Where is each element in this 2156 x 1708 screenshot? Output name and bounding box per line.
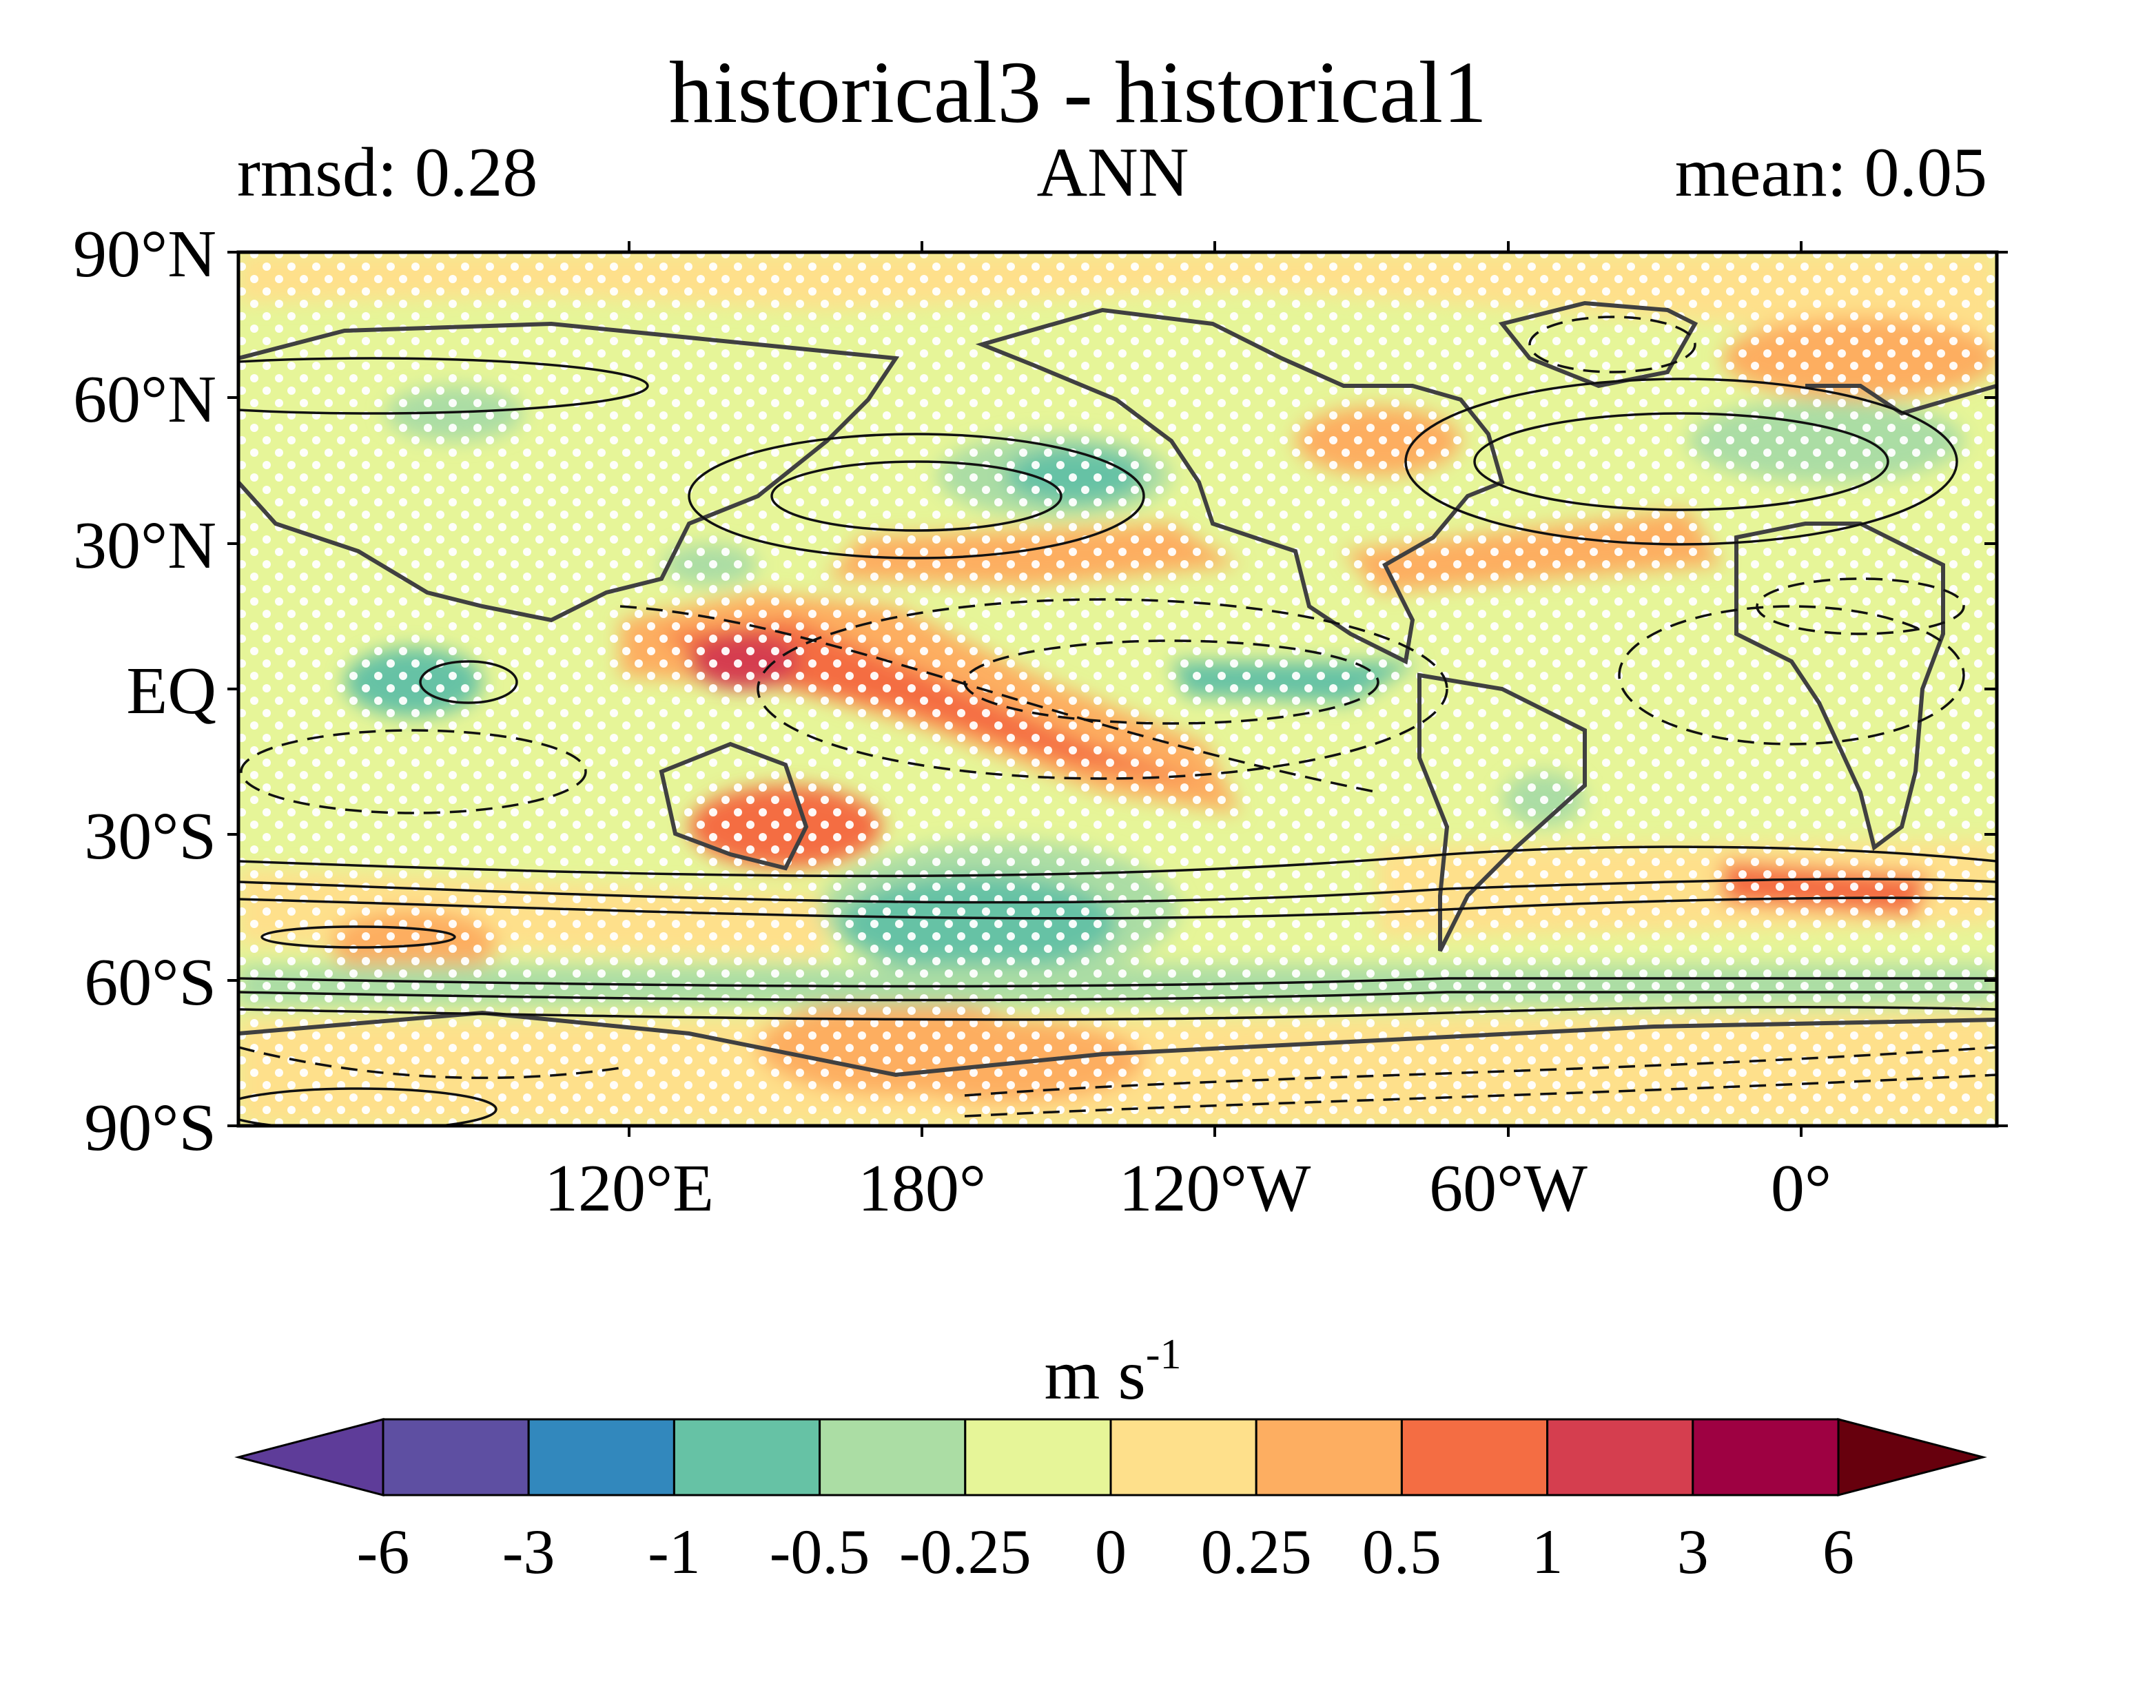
colorbar-box [527,1418,675,1496]
x-tick-120e: 120°E [544,1151,715,1226]
colorbar-box [819,1418,967,1496]
y-tick-eq: EQ [126,654,216,728]
colorbar-box [382,1418,530,1496]
colorbar-tick-label: -1 [648,1516,701,1587]
colorbar-tick-label: -6 [356,1516,410,1587]
colorbar-units: m s-1 [0,1333,2156,1411]
season-label: ANN [1036,134,1189,212]
y-tick-60s: 60°S [84,945,216,1020]
colorbar-tick-label: -0.5 [769,1516,870,1587]
x-tick-60w: 60°W [1429,1151,1588,1226]
y-tick-30s: 30°S [84,799,216,874]
y-tick-30n: 30°N [73,508,216,583]
coastlines [238,300,1997,1078]
mean-contours [238,357,1997,1126]
axis-ticks [227,241,2008,1137]
colorbar-tick-label: -0.25 [899,1516,1031,1587]
negative-contours [238,316,1997,1118]
x-tick-120w: 120°W [1118,1151,1311,1226]
colorbar-tick-label: 6 [1823,1516,1854,1587]
colorbar-extend-low [234,1418,384,1496]
units-base: m s [1044,1335,1146,1414]
significance-stippling [238,252,1997,1126]
y-tick-90n: 90°N [73,217,216,291]
mean-label: mean: 0.05 [1674,134,1987,212]
colorbar-box [964,1418,1112,1496]
x-tick-0: 0° [1770,1151,1832,1226]
colorbar-box [1692,1418,1840,1496]
colorbar-box [1109,1418,1257,1496]
rmsd-label: rmsd: 0.28 [237,134,538,212]
colorbar-tick-label: 0.5 [1362,1516,1441,1587]
colorbar-box [673,1418,821,1496]
units-exponent: -1 [1145,1331,1182,1378]
colorbar-box [1546,1418,1694,1496]
x-tick-180: 180° [857,1151,987,1226]
colorbar-tick-label: 0.25 [1200,1516,1312,1587]
colorbar [234,1418,1987,1496]
map-fill-layer [238,252,1997,1126]
colorbar-tick-label: -3 [502,1516,555,1587]
colorbar-tick-label: 0 [1095,1516,1127,1587]
colorbar-extend-high [1837,1418,1987,1496]
y-tick-60n: 60°N [73,362,216,437]
plot-title: historical3 - historical1 [668,43,1488,141]
colorbar-tick-label: 1 [1531,1516,1563,1587]
colorbar-box [1400,1418,1549,1496]
colorbar-box [1255,1418,1403,1496]
y-tick-90s: 90°S [84,1091,216,1165]
colorbar-tick-label: 3 [1676,1516,1709,1587]
